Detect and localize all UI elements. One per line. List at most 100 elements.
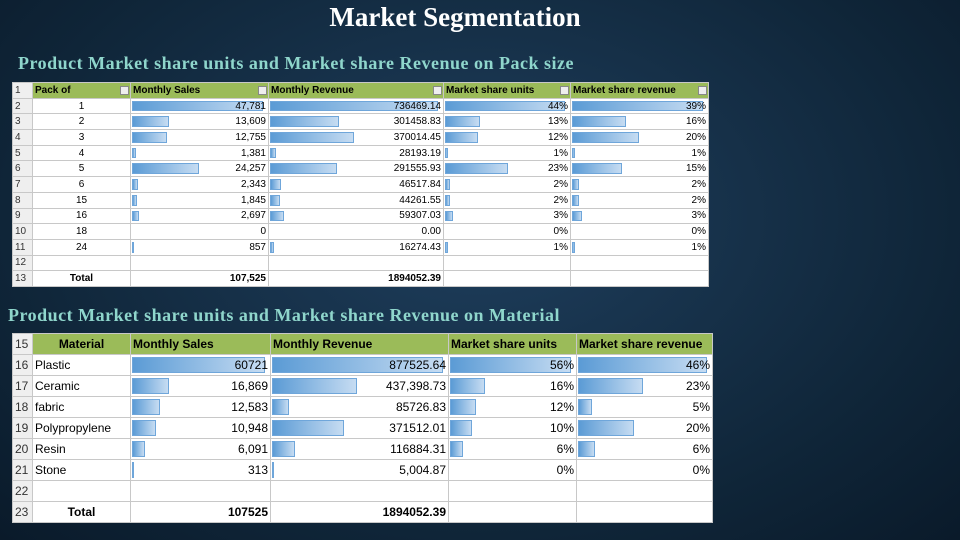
data-bar (132, 420, 156, 436)
cell-text: Total (67, 505, 96, 519)
cell: 20% (570, 129, 709, 146)
cell-text: 5,004.87 (399, 463, 446, 477)
row-number: 3 (12, 113, 33, 131)
cell-text: 6 (78, 178, 85, 190)
cell-text: Market share revenue (579, 337, 703, 351)
table-heading: Product Market share units and Market sh… (8, 305, 560, 325)
cell: Market share units (448, 333, 577, 355)
cell: 16% (570, 113, 709, 131)
data-bar (445, 147, 448, 159)
row-number: 5 (12, 144, 33, 162)
data-bar (132, 462, 134, 478)
cell-text: 2 (78, 116, 85, 128)
cell: 0% (443, 223, 571, 240)
cell-text: 12% (549, 400, 574, 414)
data-row: 2 1 47,781 736469.14 44% 39% (12, 97, 709, 115)
cell: 0% (448, 459, 577, 481)
cell-text: 60721 (234, 358, 268, 372)
cell: 116884.31 (270, 438, 449, 460)
cell: 6 (32, 176, 131, 193)
data-bar (572, 179, 579, 190)
cell-text: Market share units (451, 337, 558, 351)
cell: 0% (576, 459, 713, 481)
cell: 5,004.87 (270, 459, 449, 481)
data-bar (450, 357, 571, 373)
total-row: 13 Total 107,525 1894052.39 (12, 270, 709, 287)
row-number: 6 (12, 160, 33, 178)
row-number: 15 (12, 333, 33, 355)
row-number: 4 (12, 129, 33, 146)
data-row: 7 6 2,343 46517.84 2% 2% (12, 176, 709, 193)
cell: Stone (32, 459, 131, 481)
cell: 15 (32, 191, 131, 209)
data-bar (270, 100, 438, 112)
cell: 16274.43 (268, 238, 444, 256)
filter-button (258, 86, 267, 95)
cell-text: 4 (78, 147, 85, 159)
cell-text: 16% (549, 379, 574, 393)
cell: 24,257 (130, 160, 269, 178)
row-number: 9 (12, 207, 33, 225)
data-bar (572, 163, 623, 175)
cell-text: Stone (35, 463, 67, 477)
cell: 12,583 (130, 396, 271, 418)
cell: 20% (576, 417, 713, 439)
cell: 1,845 (130, 191, 269, 209)
data-row: 19 Polypropylene 10,948 371512.01 10% 20% (12, 417, 713, 439)
cell (268, 254, 444, 272)
cell: 4 (32, 144, 131, 162)
row-number: 20 (12, 438, 33, 460)
data-bar (132, 357, 265, 373)
cell-text: 24,257 (235, 163, 266, 175)
cell: 12% (448, 396, 577, 418)
data-row: 16 Plastic 60721 877525.64 56% 46% (12, 354, 713, 376)
cell-text: 16274.43 (399, 241, 441, 253)
cell-text: 371512.01 (389, 421, 446, 435)
cell: 24 (32, 238, 131, 256)
cell-text: 0% (553, 226, 568, 238)
data-bar (445, 210, 454, 222)
data-bar (445, 194, 451, 206)
cell-text: 28193.19 (399, 147, 441, 159)
data-bar (450, 441, 463, 457)
cell (576, 501, 713, 523)
cell-text: 10,948 (231, 421, 268, 435)
cell: Monthly Revenue (268, 82, 444, 99)
cell-text: 16,869 (231, 379, 268, 393)
cell-text: 46517.84 (399, 178, 441, 190)
row-number: 11 (12, 238, 33, 256)
cell (448, 480, 577, 502)
cell: Market share revenue (570, 82, 709, 99)
cell-text: 13,609 (235, 116, 266, 128)
cell-text: 2% (553, 178, 568, 190)
data-bar (445, 163, 508, 175)
cell: 857 (130, 238, 269, 256)
cell-text: 107,525 (229, 273, 266, 285)
row-number: 16 (12, 354, 33, 376)
cell-text: 370014.45 (393, 131, 441, 143)
slide-title: Market Segmentation (329, 2, 581, 32)
cell: 291555.93 (268, 160, 444, 178)
data-bar (132, 378, 169, 394)
cell (130, 480, 271, 502)
cell: Total (32, 270, 131, 287)
cell-text: 0.00 (421, 226, 441, 238)
cell-text: 1894052.39 (388, 273, 441, 285)
cell: 3 (32, 129, 131, 146)
cell-text: Resin (35, 442, 66, 456)
cell-text: 2% (691, 194, 706, 206)
cell-text: 47,781 (235, 100, 266, 112)
cell-text: 1,381 (240, 147, 266, 159)
cell-text: 3% (553, 210, 568, 222)
data-row: 10 18 0 0.00 0% 0% (12, 223, 709, 240)
cell (443, 270, 571, 287)
cell-text: Monthly Sales (133, 337, 214, 351)
cell: 437,398.73 (270, 375, 449, 397)
cell-text: 0 (260, 226, 266, 238)
cell-text: 56% (549, 358, 574, 372)
cell: 6% (448, 438, 577, 460)
cell: 2,697 (130, 207, 269, 225)
cell: 46% (576, 354, 713, 376)
cell: 5 (32, 160, 131, 178)
data-bar (272, 378, 358, 394)
